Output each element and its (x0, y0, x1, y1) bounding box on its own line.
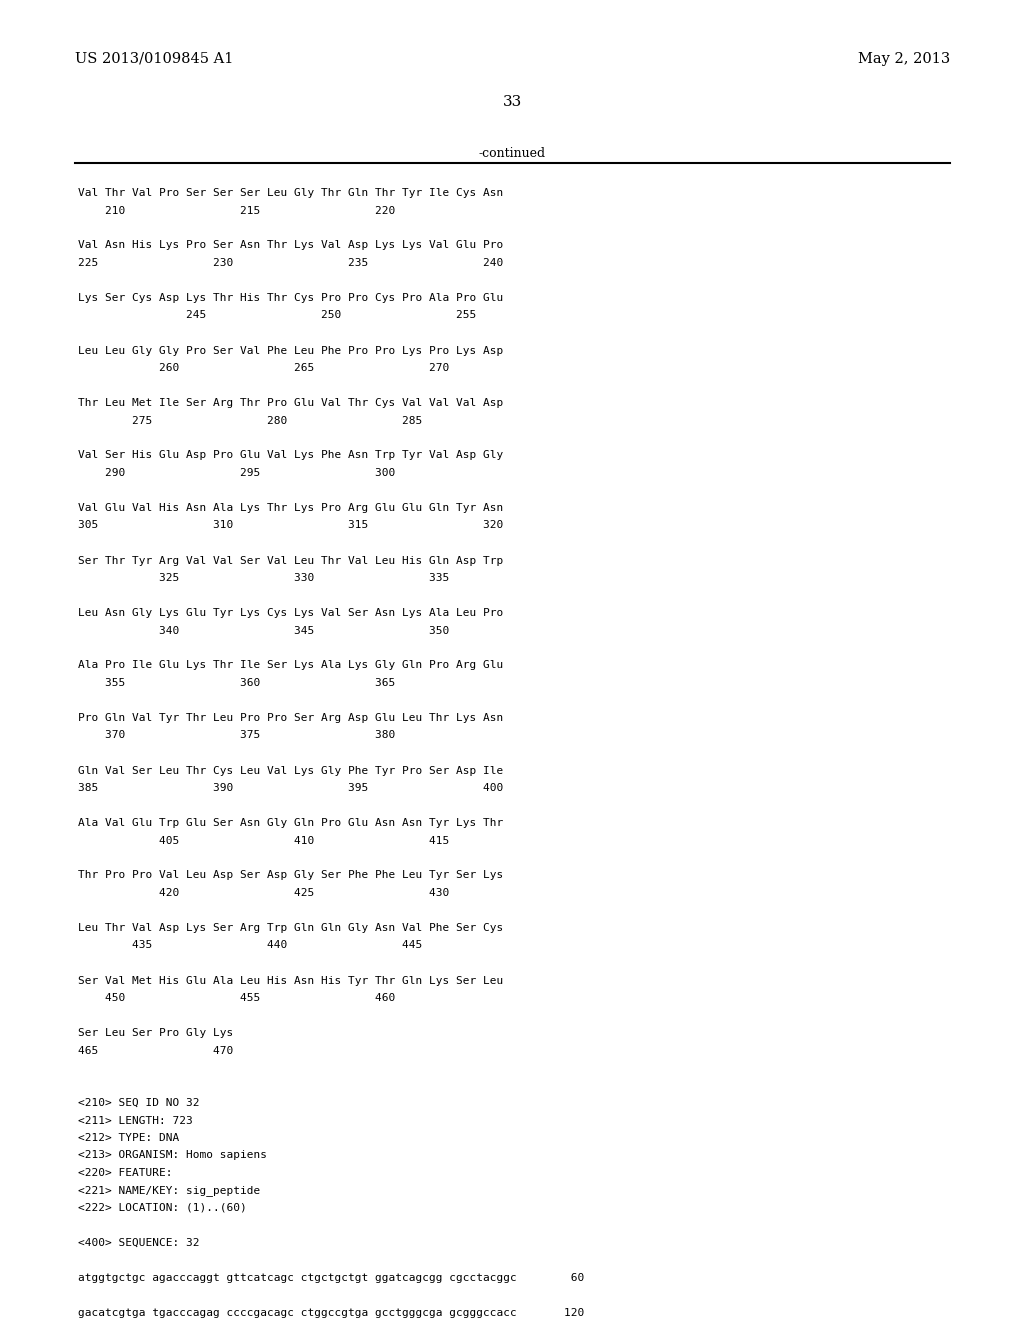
Text: 245                 250                 255: 245 250 255 (78, 310, 476, 321)
Text: 225                 230                 235                 240: 225 230 235 240 (78, 257, 503, 268)
Text: Pro Gln Val Tyr Thr Leu Pro Pro Ser Arg Asp Glu Leu Thr Lys Asn: Pro Gln Val Tyr Thr Leu Pro Pro Ser Arg … (78, 713, 503, 723)
Text: -continued: -continued (478, 147, 546, 160)
Text: atggtgctgc agacccaggt gttcatcagc ctgctgctgt ggatcagcgg cgcctacggc        60: atggtgctgc agacccaggt gttcatcagc ctgctgc… (78, 1272, 585, 1283)
Text: Ala Val Glu Trp Glu Ser Asn Gly Gln Pro Glu Asn Asn Tyr Lys Thr: Ala Val Glu Trp Glu Ser Asn Gly Gln Pro … (78, 818, 503, 828)
Text: 450                 455                 460: 450 455 460 (78, 993, 395, 1003)
Text: 370                 375                 380: 370 375 380 (78, 730, 395, 741)
Text: Leu Asn Gly Lys Glu Tyr Lys Cys Lys Val Ser Asn Lys Ala Leu Pro: Leu Asn Gly Lys Glu Tyr Lys Cys Lys Val … (78, 609, 503, 618)
Text: <222> LOCATION: (1)..(60): <222> LOCATION: (1)..(60) (78, 1203, 247, 1213)
Text: <400> SEQUENCE: 32: <400> SEQUENCE: 32 (78, 1238, 200, 1247)
Text: <220> FEATURE:: <220> FEATURE: (78, 1168, 172, 1177)
Text: May 2, 2013: May 2, 2013 (858, 51, 950, 66)
Text: Val Ser His Glu Asp Pro Glu Val Lys Phe Asn Trp Tyr Val Asp Gly: Val Ser His Glu Asp Pro Glu Val Lys Phe … (78, 450, 503, 461)
Text: 260                 265                 270: 260 265 270 (78, 363, 450, 374)
Text: Leu Leu Gly Gly Pro Ser Val Phe Leu Phe Pro Pro Lys Pro Lys Asp: Leu Leu Gly Gly Pro Ser Val Phe Leu Phe … (78, 346, 503, 355)
Text: Leu Thr Val Asp Lys Ser Arg Trp Gln Gln Gly Asn Val Phe Ser Cys: Leu Thr Val Asp Lys Ser Arg Trp Gln Gln … (78, 923, 503, 933)
Text: Ser Thr Tyr Arg Val Val Ser Val Leu Thr Val Leu His Gln Asp Trp: Ser Thr Tyr Arg Val Val Ser Val Leu Thr … (78, 556, 503, 565)
Text: <211> LENGTH: 723: <211> LENGTH: 723 (78, 1115, 193, 1126)
Text: 385                 390                 395                 400: 385 390 395 400 (78, 783, 503, 793)
Text: Val Glu Val His Asn Ala Lys Thr Lys Pro Arg Glu Glu Gln Tyr Asn: Val Glu Val His Asn Ala Lys Thr Lys Pro … (78, 503, 503, 513)
Text: 405                 410                 415: 405 410 415 (78, 836, 450, 846)
Text: 33: 33 (503, 95, 521, 110)
Text: Lys Ser Cys Asp Lys Thr His Thr Cys Pro Pro Cys Pro Ala Pro Glu: Lys Ser Cys Asp Lys Thr His Thr Cys Pro … (78, 293, 503, 304)
Text: 290                 295                 300: 290 295 300 (78, 469, 395, 478)
Text: <212> TYPE: DNA: <212> TYPE: DNA (78, 1133, 179, 1143)
Text: <213> ORGANISM: Homo sapiens: <213> ORGANISM: Homo sapiens (78, 1151, 267, 1160)
Text: gacatcgtga tgacccagag ccccgacagc ctggccgtga gcctgggcga gcgggccacc       120: gacatcgtga tgacccagag ccccgacagc ctggccg… (78, 1308, 585, 1317)
Text: 305                 310                 315                 320: 305 310 315 320 (78, 520, 503, 531)
Text: Val Asn His Lys Pro Ser Asn Thr Lys Val Asp Lys Lys Val Glu Pro: Val Asn His Lys Pro Ser Asn Thr Lys Val … (78, 240, 503, 251)
Text: 465                 470: 465 470 (78, 1045, 233, 1056)
Text: 340                 345                 350: 340 345 350 (78, 626, 450, 635)
Text: Thr Leu Met Ile Ser Arg Thr Pro Glu Val Thr Cys Val Val Val Asp: Thr Leu Met Ile Ser Arg Thr Pro Glu Val … (78, 399, 503, 408)
Text: 210                 215                 220: 210 215 220 (78, 206, 395, 215)
Text: Ala Pro Ile Glu Lys Thr Ile Ser Lys Ala Lys Gly Gln Pro Arg Glu: Ala Pro Ile Glu Lys Thr Ile Ser Lys Ala … (78, 660, 503, 671)
Text: Gln Val Ser Leu Thr Cys Leu Val Lys Gly Phe Tyr Pro Ser Asp Ile: Gln Val Ser Leu Thr Cys Leu Val Lys Gly … (78, 766, 503, 776)
Text: US 2013/0109845 A1: US 2013/0109845 A1 (75, 51, 233, 66)
Text: 435                 440                 445: 435 440 445 (78, 940, 422, 950)
Text: 275                 280                 285: 275 280 285 (78, 416, 422, 425)
Text: Thr Pro Pro Val Leu Asp Ser Asp Gly Ser Phe Phe Leu Tyr Ser Lys: Thr Pro Pro Val Leu Asp Ser Asp Gly Ser … (78, 870, 503, 880)
Text: Ser Leu Ser Pro Gly Lys: Ser Leu Ser Pro Gly Lys (78, 1028, 233, 1038)
Text: 325                 330                 335: 325 330 335 (78, 573, 450, 583)
Text: Ser Val Met His Glu Ala Leu His Asn His Tyr Thr Gln Lys Ser Leu: Ser Val Met His Glu Ala Leu His Asn His … (78, 975, 503, 986)
Text: 355                 360                 365: 355 360 365 (78, 678, 395, 688)
Text: <221> NAME/KEY: sig_peptide: <221> NAME/KEY: sig_peptide (78, 1185, 260, 1196)
Text: <210> SEQ ID NO 32: <210> SEQ ID NO 32 (78, 1098, 200, 1107)
Text: 420                 425                 430: 420 425 430 (78, 888, 450, 898)
Text: Val Thr Val Pro Ser Ser Ser Leu Gly Thr Gln Thr Tyr Ile Cys Asn: Val Thr Val Pro Ser Ser Ser Leu Gly Thr … (78, 187, 503, 198)
